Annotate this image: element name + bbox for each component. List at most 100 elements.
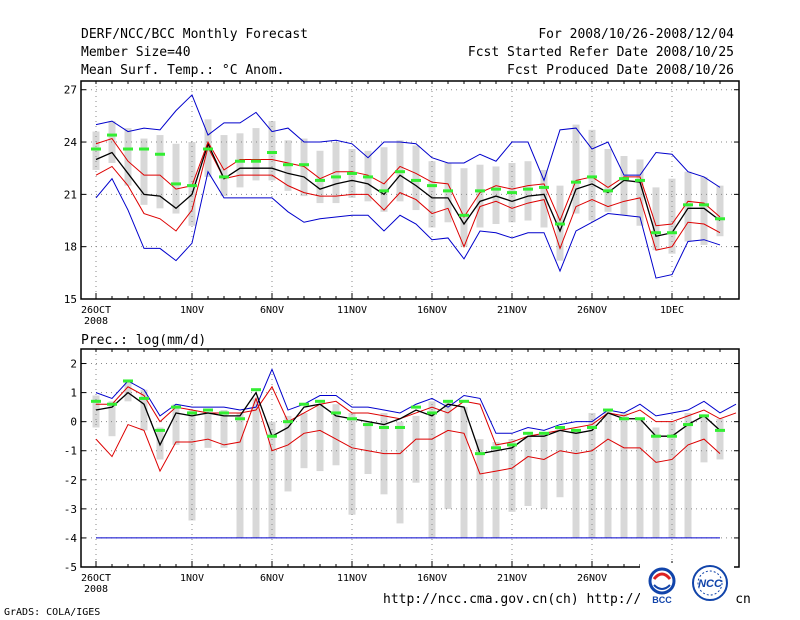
- temp-xtick-label: 11NOV: [337, 305, 367, 316]
- temp-ensemble-bar: [332, 142, 340, 204]
- prec-ensemble-bar: [572, 430, 580, 538]
- temp-xtick-label: 16NOV: [417, 305, 447, 316]
- temp-obs-marker: [251, 159, 261, 163]
- temp-ytick-label: 21: [64, 188, 77, 201]
- prec-ytick-label: -2: [64, 474, 77, 487]
- fcst-started-date: Fcst Started Refer Date 2008/10/25: [467, 45, 734, 60]
- temp-obs-marker: [363, 175, 373, 179]
- temp-obs-marker: [539, 185, 549, 189]
- prec-ytick-label: -1: [64, 445, 77, 458]
- grads-credit: GrADS: COLA/IGES: [4, 607, 101, 618]
- prec-obs-marker: [347, 417, 357, 421]
- temp-obs-marker: [267, 151, 277, 155]
- prec-ytick-label: 1: [70, 387, 77, 400]
- prec-ytick-label: -5: [64, 561, 77, 574]
- prec-obs-marker: [507, 443, 517, 447]
- prec-ensemble-bar: [396, 421, 404, 524]
- prec-ytick-label: -3: [64, 503, 77, 516]
- prec-max-line: [95, 368, 737, 434]
- prec-obs-marker: [299, 402, 309, 406]
- prec-obs-marker: [475, 452, 485, 456]
- prec-ensemble-bar: [332, 404, 340, 466]
- temp-ytick-label: 18: [64, 241, 77, 254]
- prec-ensemble-bar: [124, 380, 132, 402]
- prec-xtick-label: 6NOV: [260, 573, 284, 584]
- prec-obs-marker: [667, 434, 677, 438]
- prec-ensemble-bar: [364, 421, 372, 474]
- prec-obs-marker: [491, 446, 501, 450]
- temp-ensemble-bar: [524, 161, 532, 221]
- temp-obs-marker: [619, 177, 629, 181]
- bcc-logo-text: BCC: [652, 595, 672, 605]
- prec-obs-marker: [203, 408, 213, 412]
- temp-ytick-label: 27: [64, 84, 77, 97]
- prec-ensemble-bar: [220, 410, 228, 448]
- prec-obs-marker: [411, 405, 421, 409]
- temp-obs-marker: [379, 189, 389, 193]
- prec-obs-marker: [395, 425, 405, 429]
- temp-obs-marker: [283, 163, 293, 167]
- prec-mean-line: [95, 391, 721, 455]
- temp-ensemble-bar: [572, 124, 580, 214]
- temp-xtick-label: 6NOV: [260, 305, 284, 316]
- temp-obs-marker: [219, 175, 229, 179]
- temp-ensemble-bar: [300, 138, 308, 197]
- prec-obs-marker: [171, 405, 181, 409]
- prec-obs-marker: [555, 425, 565, 429]
- prec-xtick-label: 26NOV: [577, 573, 607, 584]
- temp-ensemble-bar: [604, 149, 612, 212]
- prec-xtick-label: 1NOV: [180, 573, 204, 584]
- temp-ensemble-bar: [716, 185, 724, 237]
- prec-ensemble-bar: [236, 412, 244, 538]
- temp-xtick-label: 1NOV: [180, 305, 204, 316]
- temp-ensemble-bar: [636, 159, 644, 226]
- temp-obs-marker: [699, 203, 709, 207]
- prec-ensemble-bar: [284, 415, 292, 492]
- prec-plot-frame: [80, 348, 740, 568]
- temp-xtick-label: 21NOV: [497, 305, 527, 316]
- temp-obs-marker: [651, 231, 661, 235]
- temp-ensemble-bar: [252, 128, 260, 181]
- prec-obs-marker: [635, 417, 645, 421]
- temp-ytick-label: 24: [64, 136, 78, 149]
- temp-obs-marker: [155, 152, 165, 156]
- temp-ensemble-bar: [268, 121, 276, 181]
- temp-ensemble-bar: [140, 138, 148, 205]
- prec-ensemble-bar: [620, 412, 628, 538]
- temp-upper-line: [95, 145, 721, 251]
- prec-ensemble-bar: [204, 412, 212, 448]
- temp-ensemble-bar: [188, 142, 196, 226]
- prec-xtick-label: 16NOV: [417, 573, 447, 584]
- temp-min-line: [95, 94, 721, 188]
- temp-obs-marker: [411, 178, 421, 182]
- prec-ensemble-bar: [508, 439, 516, 512]
- temp-ensemble-bar: [316, 150, 324, 204]
- prec-ensemble-bar: [540, 433, 548, 509]
- temp-obs-marker: [203, 147, 213, 151]
- temp-ensemble-bar: [476, 164, 484, 228]
- prec-ensemble-bar: [636, 418, 644, 538]
- prec-ensemble-bar: [476, 439, 484, 538]
- ncc-logo-text: NCC: [698, 578, 723, 590]
- temp-obs-marker: [667, 231, 677, 235]
- prec-ensemble-bar: [108, 401, 116, 437]
- temp-xtick-label: 1DEC: [660, 305, 684, 316]
- prec-obs-marker: [587, 425, 597, 429]
- ncc-logo-icon: NCC: [688, 563, 734, 607]
- member-size: Member Size=40: [81, 45, 191, 60]
- prec-obs-marker: [699, 414, 709, 418]
- temp-ensemble-bar: [380, 147, 388, 212]
- temp-ensemble-bar: [652, 187, 660, 251]
- temp-xtick-sublabel: 2008: [84, 316, 108, 327]
- temp-mean-line: [95, 141, 721, 237]
- prec-xtick-sublabel: 2008: [84, 584, 108, 595]
- temp-obs-marker: [123, 147, 133, 151]
- prec-ensemble-bar: [300, 412, 308, 469]
- temp-xtick-label: 26NOV: [577, 305, 607, 316]
- prec-ensemble-bar: [652, 427, 660, 538]
- prec-obs-marker: [107, 402, 117, 406]
- prec-ensemble-bar: [460, 407, 468, 538]
- prec-obs-marker: [123, 379, 133, 383]
- prec-ensemble-bar: [524, 436, 532, 506]
